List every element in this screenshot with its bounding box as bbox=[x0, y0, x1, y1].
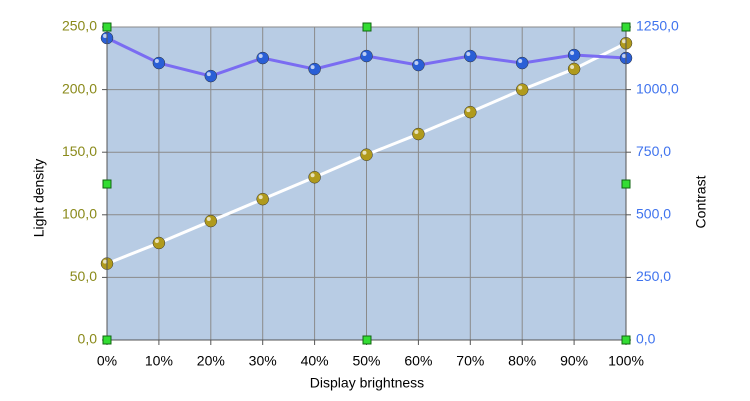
point bbox=[152, 56, 166, 70]
point-highlight bbox=[466, 108, 471, 113]
y2-tick-label: 1000,0 bbox=[636, 80, 679, 96]
y2-tick-label: 0,0 bbox=[636, 331, 656, 347]
y2-tick-label: 1250,0 bbox=[636, 18, 679, 34]
x-tick-label: 50% bbox=[352, 353, 380, 369]
point-highlight bbox=[362, 52, 367, 57]
point-highlight bbox=[103, 34, 107, 39]
point bbox=[256, 192, 269, 206]
point-highlight bbox=[206, 72, 211, 77]
x-axis-title: Display brightness bbox=[310, 375, 424, 391]
point bbox=[567, 62, 581, 76]
x-tick-label: 0% bbox=[97, 353, 117, 369]
point bbox=[308, 170, 321, 184]
point bbox=[515, 83, 529, 96]
ticks: 0% 10% 20% 30% 40% 50% 60% 70% 80% 90% 100% 0,0 50,0… bbox=[62, 18, 679, 369]
point-highlight bbox=[570, 64, 575, 69]
point-highlight bbox=[206, 217, 211, 222]
point-highlight bbox=[622, 54, 626, 59]
point bbox=[412, 127, 425, 141]
point bbox=[412, 58, 425, 72]
point bbox=[152, 236, 166, 250]
y-tick-label: 150,0 bbox=[62, 143, 97, 159]
point bbox=[204, 69, 218, 83]
y-tick-label: 50,0 bbox=[70, 268, 97, 284]
y2-axis-title: Contrast bbox=[693, 175, 709, 228]
point-highlight bbox=[103, 259, 107, 264]
point-highlight bbox=[414, 130, 419, 135]
point-highlight bbox=[310, 173, 315, 178]
series-layer bbox=[100, 31, 633, 270]
point bbox=[204, 214, 218, 228]
point-highlight bbox=[570, 51, 575, 56]
point-highlight bbox=[362, 150, 367, 155]
selection-handles bbox=[102, 22, 631, 345]
y2-tick-label: 750,0 bbox=[636, 143, 671, 159]
point-highlight bbox=[622, 39, 626, 44]
point bbox=[515, 56, 529, 70]
y-tick-label: 0,0 bbox=[78, 331, 98, 347]
point bbox=[464, 49, 477, 63]
point-highlight bbox=[258, 195, 263, 200]
point-highlight bbox=[518, 85, 523, 90]
point bbox=[567, 48, 581, 62]
x-tick-label: 80% bbox=[508, 353, 536, 369]
x-tick-label: 100% bbox=[608, 353, 644, 369]
point-highlight bbox=[466, 52, 471, 57]
y-tick-label: 200,0 bbox=[62, 80, 97, 96]
x-tick-label: 90% bbox=[560, 353, 588, 369]
point-highlight bbox=[154, 59, 159, 64]
point bbox=[256, 51, 269, 65]
point bbox=[360, 49, 373, 63]
x-tick-label: 40% bbox=[301, 353, 329, 369]
y-tick-label: 100,0 bbox=[62, 206, 97, 222]
point-highlight bbox=[414, 61, 419, 66]
point bbox=[360, 148, 373, 161]
x-tick-label: 60% bbox=[404, 353, 432, 369]
x-tick-label: 20% bbox=[197, 353, 225, 369]
x-tick-label: 30% bbox=[249, 353, 277, 369]
y2-tick-label: 500,0 bbox=[636, 206, 671, 222]
point bbox=[464, 105, 477, 119]
y-axis-title: Light density bbox=[31, 159, 47, 238]
point-highlight bbox=[154, 238, 159, 243]
point bbox=[308, 62, 321, 76]
y-tick-label: 250,0 bbox=[62, 18, 97, 34]
y2-tick-label: 250,0 bbox=[636, 268, 671, 284]
x-tick-label: 70% bbox=[456, 353, 484, 369]
point-highlight bbox=[518, 59, 523, 64]
point-highlight bbox=[310, 65, 315, 70]
point-highlight bbox=[258, 54, 263, 59]
x-tick-label: 10% bbox=[145, 353, 173, 369]
